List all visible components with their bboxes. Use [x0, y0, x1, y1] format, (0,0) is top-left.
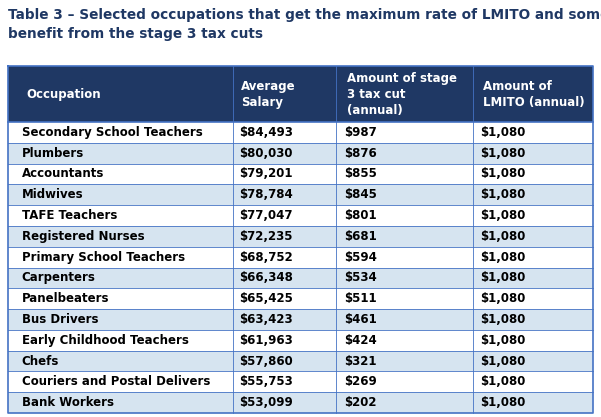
Text: $202: $202: [344, 396, 376, 409]
Text: $594: $594: [344, 251, 377, 264]
Bar: [8, 267, 593, 288]
Bar: [8, 163, 593, 184]
Bar: [8, 392, 593, 413]
Text: $77,047: $77,047: [239, 209, 293, 222]
Text: Accountants: Accountants: [22, 168, 104, 181]
Text: $1,080: $1,080: [480, 334, 526, 347]
Text: $72,235: $72,235: [239, 230, 293, 243]
Bar: [8, 372, 593, 392]
Bar: [8, 247, 593, 267]
Bar: [8, 184, 593, 205]
Text: Occupation: Occupation: [26, 88, 100, 100]
Text: $534: $534: [344, 271, 377, 284]
Text: $79,201: $79,201: [239, 168, 293, 181]
Text: $681: $681: [344, 230, 377, 243]
Text: $78,784: $78,784: [239, 188, 293, 201]
Text: TAFE Teachers: TAFE Teachers: [22, 209, 117, 222]
Text: $65,425: $65,425: [239, 292, 293, 305]
Text: $1,080: $1,080: [480, 188, 526, 201]
Text: $80,030: $80,030: [239, 147, 293, 160]
Text: Amount of stage
3 tax cut
(annual): Amount of stage 3 tax cut (annual): [347, 71, 457, 116]
Text: $801: $801: [344, 209, 376, 222]
Text: Secondary School Teachers: Secondary School Teachers: [22, 126, 203, 139]
Text: $461: $461: [344, 313, 377, 326]
Text: Panelbeaters: Panelbeaters: [22, 292, 109, 305]
Text: Amount of
LMITO (annual): Amount of LMITO (annual): [483, 80, 584, 108]
Text: Registered Nurses: Registered Nurses: [22, 230, 144, 243]
Bar: [8, 309, 593, 330]
Text: Carpenters: Carpenters: [22, 271, 96, 284]
Text: $66,348: $66,348: [239, 271, 293, 284]
Text: $855: $855: [344, 168, 377, 181]
Text: $876: $876: [344, 147, 377, 160]
Text: Couriers and Postal Delivers: Couriers and Postal Delivers: [22, 375, 210, 388]
Text: $845: $845: [344, 188, 377, 201]
Text: $84,493: $84,493: [239, 126, 293, 139]
Text: $1,080: $1,080: [480, 354, 526, 367]
Text: $1,080: $1,080: [480, 251, 526, 264]
Text: $1,080: $1,080: [480, 209, 526, 222]
Text: $61,963: $61,963: [239, 334, 293, 347]
Bar: [8, 351, 593, 372]
Text: $1,080: $1,080: [480, 168, 526, 181]
Text: $424: $424: [344, 334, 377, 347]
Text: $1,080: $1,080: [480, 396, 526, 409]
Bar: [8, 205, 593, 226]
Text: Bank Workers: Bank Workers: [22, 396, 114, 409]
Bar: [8, 122, 593, 143]
Text: $68,752: $68,752: [239, 251, 293, 264]
Bar: [8, 226, 593, 247]
Text: $1,080: $1,080: [480, 271, 526, 284]
Text: Bus Drivers: Bus Drivers: [22, 313, 98, 326]
Text: Chefs: Chefs: [22, 354, 59, 367]
Bar: [8, 66, 593, 122]
Text: $511: $511: [344, 292, 376, 305]
Bar: [8, 330, 593, 351]
Text: Plumbers: Plumbers: [22, 147, 84, 160]
Text: $57,860: $57,860: [239, 354, 293, 367]
Text: $1,080: $1,080: [480, 126, 526, 139]
Text: Table 3 – Selected occupations that get the maximum rate of LMITO and some
benef: Table 3 – Selected occupations that get …: [8, 8, 601, 41]
Text: Average
Salary: Average Salary: [242, 80, 296, 108]
Text: $321: $321: [344, 354, 376, 367]
Text: $1,080: $1,080: [480, 147, 526, 160]
Text: Early Childhood Teachers: Early Childhood Teachers: [22, 334, 188, 347]
Text: $1,080: $1,080: [480, 292, 526, 305]
Bar: [8, 143, 593, 163]
Text: $63,423: $63,423: [239, 313, 293, 326]
Text: $1,080: $1,080: [480, 230, 526, 243]
Text: $1,080: $1,080: [480, 313, 526, 326]
Text: $55,753: $55,753: [239, 375, 293, 388]
Text: $53,099: $53,099: [239, 396, 293, 409]
Bar: [8, 288, 593, 309]
Text: Midwives: Midwives: [22, 188, 83, 201]
Text: $1,080: $1,080: [480, 375, 526, 388]
Text: $987: $987: [344, 126, 377, 139]
Text: Primary School Teachers: Primary School Teachers: [22, 251, 185, 264]
Text: $269: $269: [344, 375, 377, 388]
